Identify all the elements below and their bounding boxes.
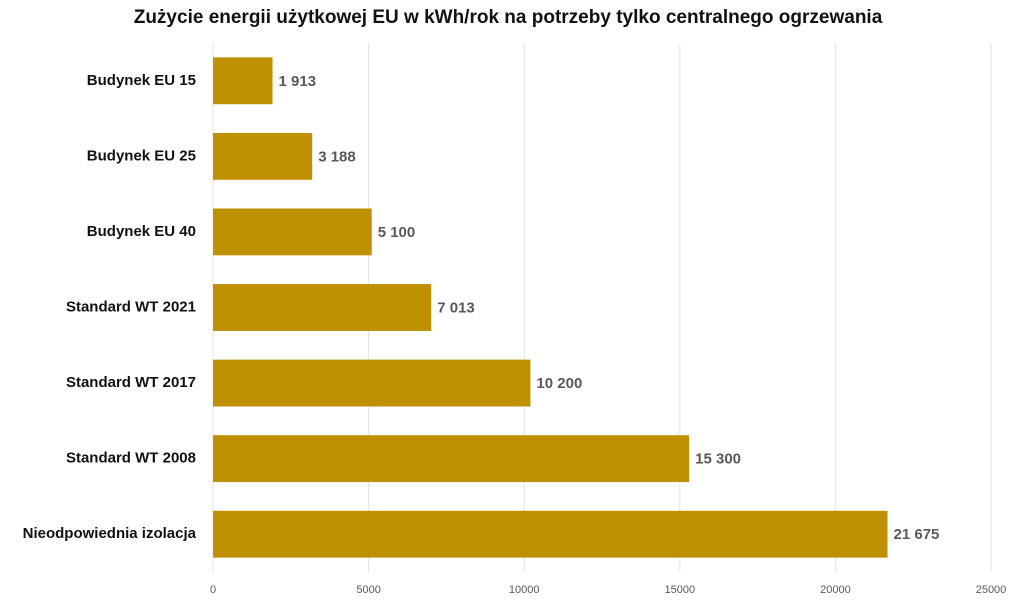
- y-tick-label: Standard WT 2008: [66, 450, 196, 467]
- x-tick-label: 5000: [356, 584, 380, 596]
- y-tick-label: Standard WT 2017: [66, 374, 196, 391]
- x-tick-label: 15000: [665, 584, 696, 596]
- y-tick-label: Budynek EU 25: [87, 147, 196, 164]
- x-tick-label: 10000: [509, 584, 540, 596]
- bar: [213, 359, 531, 407]
- bar: [213, 57, 273, 105]
- y-tick-label: Nieodpowiednia izolacja: [23, 525, 197, 542]
- value-label: 1 913: [279, 73, 317, 90]
- x-tick-label: 0: [210, 584, 216, 596]
- value-label: 21 675: [894, 526, 940, 543]
- value-label: 7 013: [437, 299, 475, 316]
- value-label: 5 100: [378, 224, 416, 241]
- bar: [213, 284, 432, 331]
- y-tick-label: Standard WT 2021: [66, 298, 196, 315]
- bar: [213, 435, 690, 483]
- chart-title: Zużycie energii użytkowej EU w kWh/rok n…: [134, 7, 883, 28]
- value-label: 15 300: [695, 451, 741, 468]
- x-tick-label: 25000: [976, 584, 1007, 596]
- y-tick-label: Budynek EU 15: [87, 72, 196, 89]
- y-tick-label: Budynek EU 40: [87, 223, 196, 240]
- bar: [213, 132, 313, 180]
- value-label: 10 200: [536, 375, 582, 392]
- bar: [213, 208, 372, 256]
- bar: [213, 510, 888, 558]
- x-tick-label: 20000: [820, 584, 851, 596]
- value-label: 3 188: [318, 148, 356, 165]
